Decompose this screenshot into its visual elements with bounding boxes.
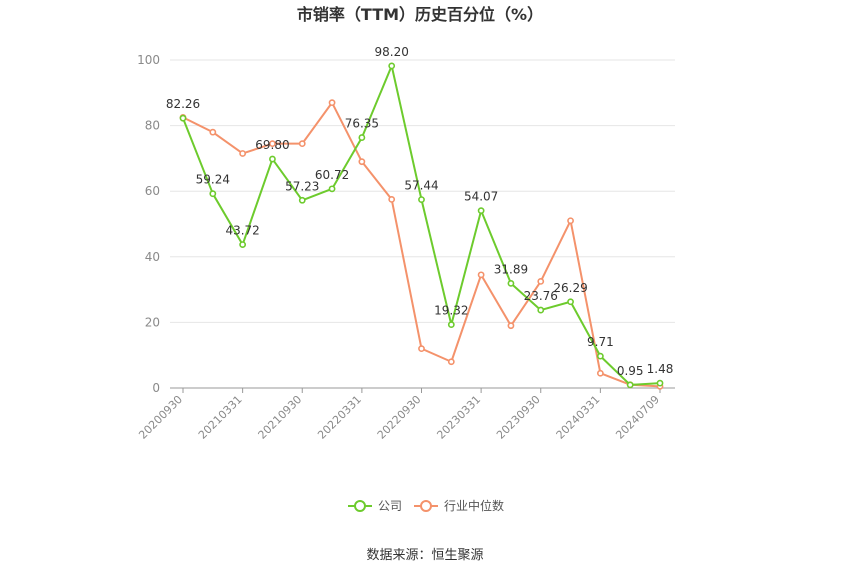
legend-item-industry-median[interactable]: 行业中位数 — [414, 498, 504, 513]
y-tick-label: 20 — [145, 315, 160, 329]
y-tick-label: 40 — [145, 250, 160, 264]
y-tick-label: 80 — [145, 119, 160, 133]
y-tick-label: 0 — [152, 381, 160, 395]
company-point — [477, 207, 485, 215]
industry-median-point — [507, 322, 515, 330]
company-point — [507, 280, 515, 287]
company-data-label: 54.07 — [464, 190, 498, 204]
company-point — [298, 196, 306, 204]
legend-company-label: 公司 — [378, 499, 402, 513]
x-tick-label: 20210930 — [256, 393, 305, 442]
x-tick-label: 20220331 — [315, 393, 364, 442]
company-point — [596, 352, 604, 360]
industry-median-point — [596, 369, 604, 377]
company-data-label: 19.32 — [434, 304, 468, 318]
company-point — [626, 381, 634, 389]
company-point — [447, 321, 455, 329]
company-data-label: 57.44 — [404, 179, 438, 193]
company-point — [328, 185, 336, 193]
x-axis: 20200930 20210331 20210930 20220331 20220930… — [136, 387, 675, 442]
y-axis: 0 20 40 60 80 100 — [137, 53, 160, 395]
source-note: 数据来源：恒生聚源 — [366, 548, 483, 563]
company-data-label: 23.76 — [524, 289, 558, 303]
company-point — [388, 62, 396, 70]
industry-median-point — [477, 271, 485, 279]
company-data-label: 69.80 — [255, 138, 289, 152]
company-data-label: 57.23 — [285, 179, 319, 193]
company-data-label: 43.72 — [225, 224, 259, 238]
x-tick-label: 20230331 — [434, 393, 483, 442]
company-point — [537, 306, 545, 314]
company-point — [179, 114, 187, 122]
industry-median-point — [447, 358, 455, 366]
company-data-label: 60.72 — [315, 168, 349, 182]
company-data-label: 31.89 — [494, 262, 528, 276]
industry-median-point — [418, 345, 425, 353]
company-point — [239, 241, 247, 248]
x-tick-label: 20240331 — [554, 393, 603, 442]
company-point — [269, 155, 276, 163]
company-data-label: 76.35 — [345, 117, 379, 131]
industry-median-point — [269, 140, 276, 148]
legend-item-company[interactable]: 公司 — [348, 499, 402, 513]
company-point — [567, 298, 574, 306]
industry-median-point — [567, 217, 574, 225]
industry-median-point — [209, 128, 217, 136]
industry-median-point — [298, 140, 306, 148]
company-point — [656, 379, 664, 387]
company-data-label: 59.24 — [196, 173, 230, 187]
company-data-label: 26.29 — [553, 281, 587, 295]
chart-title: 市销率（TTM）历史百分位（%） — [297, 5, 543, 24]
legend[interactable]: 公司 行业中位数 — [348, 498, 504, 513]
legend-industry-label: 行业中位数 — [444, 498, 504, 513]
x-tick-label: 20230930 — [494, 393, 543, 442]
company-data-label: 82.26 — [166, 97, 200, 111]
company-data-label: 98.20 — [375, 45, 409, 59]
company-point — [209, 190, 217, 198]
company-data-label: 9.71 — [587, 335, 614, 349]
industry-median-point — [388, 195, 396, 203]
company-data-label: 0.95 — [617, 364, 644, 378]
legend-company-marker — [354, 500, 366, 512]
y-tick-label: 60 — [145, 184, 160, 198]
company-point — [358, 134, 366, 141]
industry-median-point — [328, 99, 336, 107]
company-data-label: 1.48 — [647, 362, 674, 376]
x-tick-label: 20220930 — [375, 393, 424, 442]
x-tick-label: 20200930 — [136, 393, 185, 442]
x-tick-label: 20240709 — [613, 393, 662, 442]
x-tick-label: 20210331 — [196, 393, 245, 442]
series-layer — [179, 62, 664, 390]
industry-median-point — [537, 277, 545, 285]
y-tick-label: 100 — [137, 53, 160, 67]
industry-median-point — [358, 158, 366, 166]
industry-median-point — [239, 150, 247, 157]
legend-industry-marker — [420, 500, 432, 512]
company-point — [418, 196, 425, 203]
